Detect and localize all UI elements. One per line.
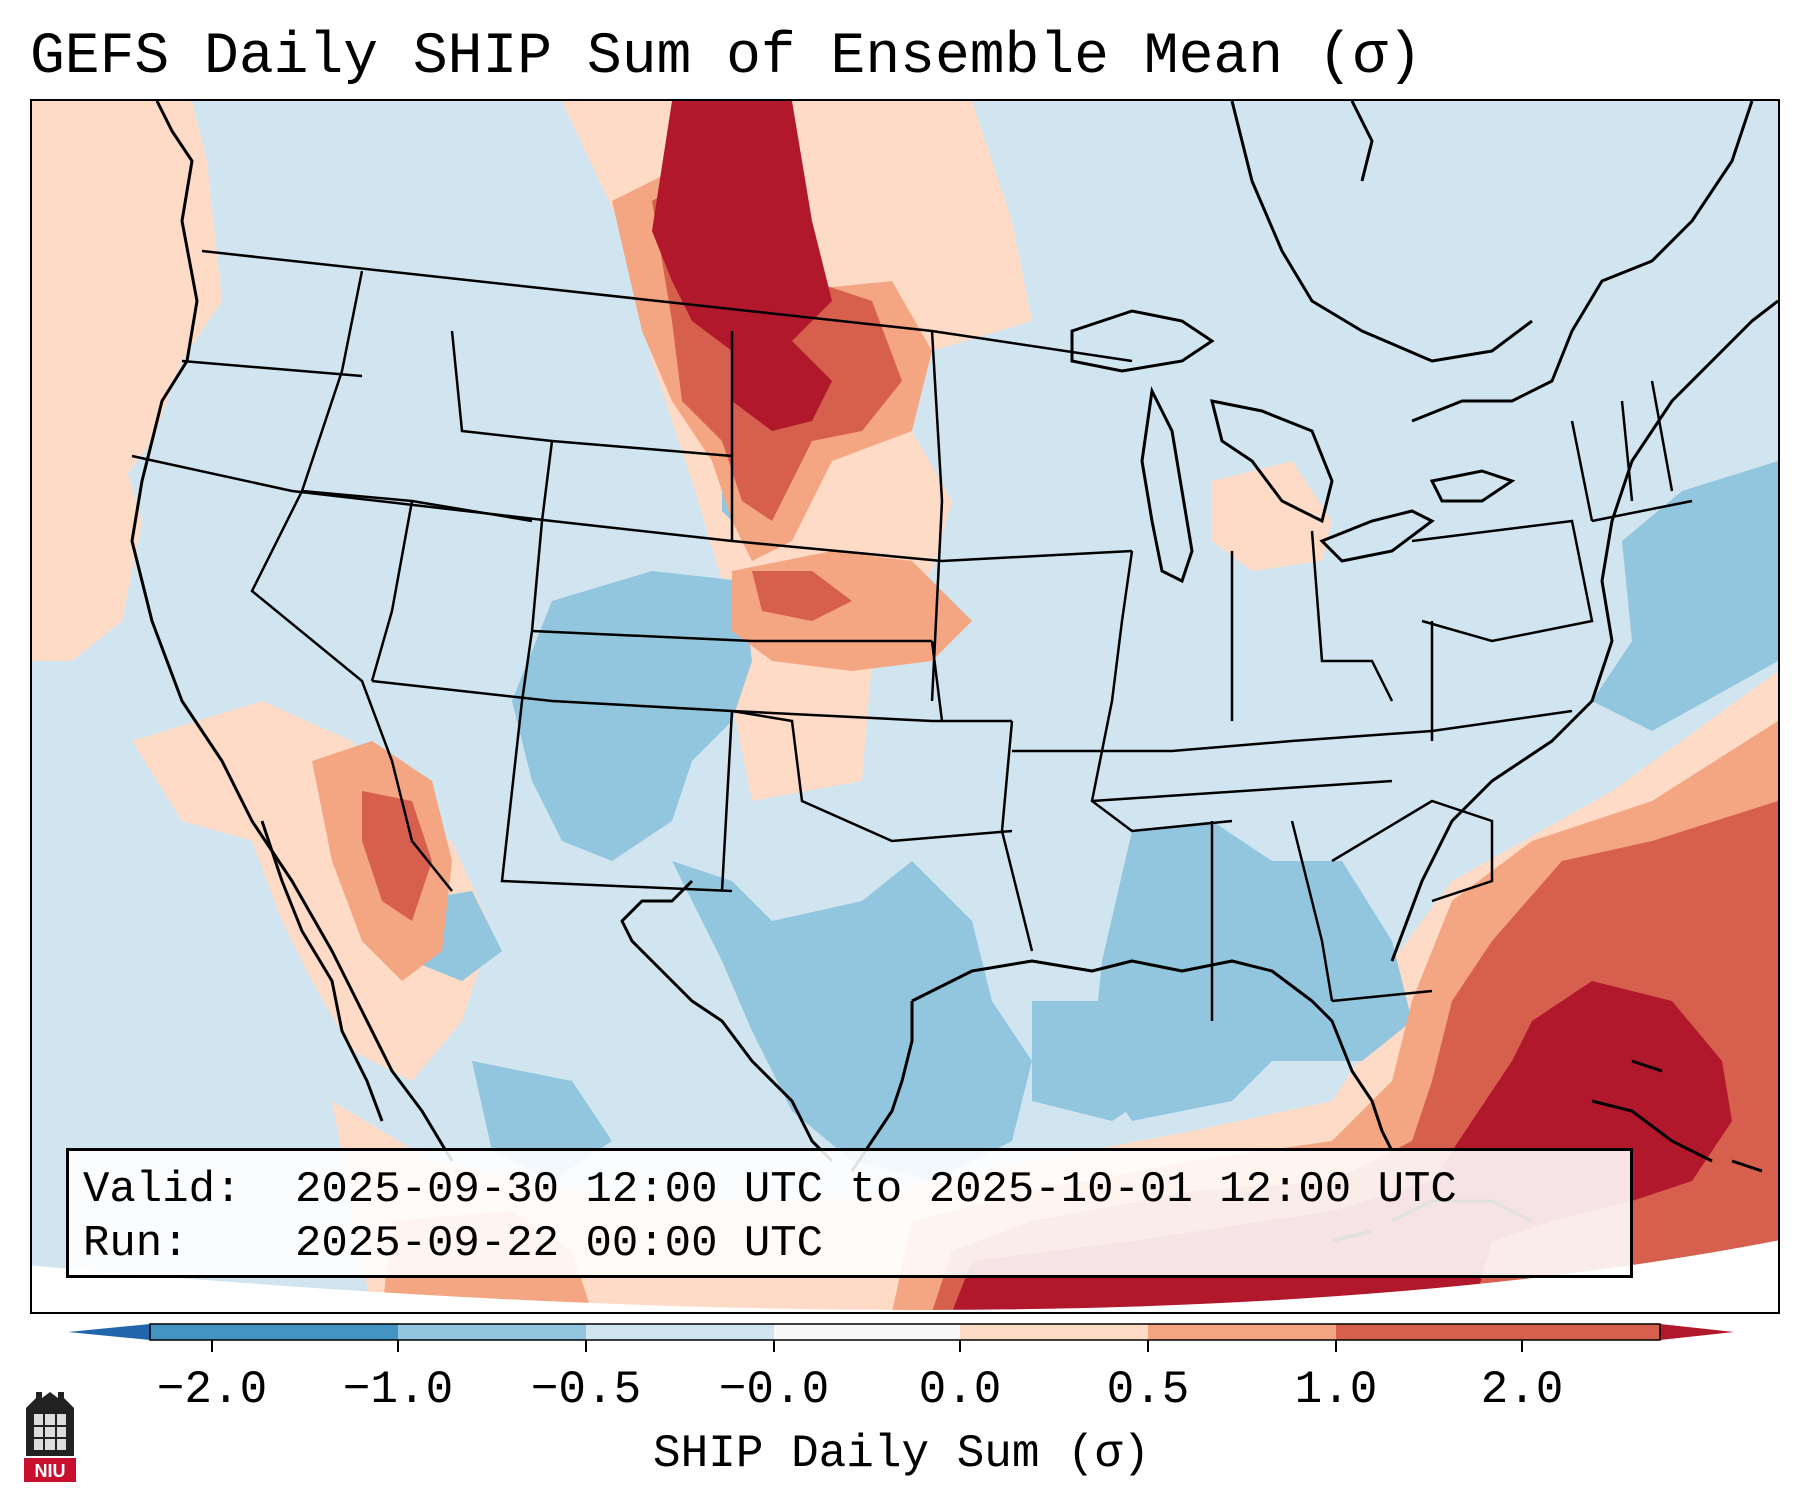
great-lakes	[1070, 309, 1516, 584]
colorbar-bin	[150, 1324, 398, 1340]
colorbar-tick-label: −0.5	[530, 1364, 642, 1416]
niu-logo-icon: NIU	[24, 1392, 76, 1482]
valid-value: 2025-09-30 12:00 UTC to 2025-10-01 12:00…	[295, 1165, 1457, 1215]
validity-info-box: Valid: 2025-09-30 12:00 UTC to 2025-10-0…	[66, 1148, 1633, 1278]
map-title: GEFS Daily SHIP Sum of Ensemble Mean (σ)	[30, 25, 1423, 90]
colorbar	[68, 1323, 1734, 1352]
logo-text: NIU	[35, 1461, 66, 1481]
valid-line: Valid: 2025-09-30 12:00 UTC to 2025-10-0…	[83, 1163, 1630, 1217]
colorbar-bin	[398, 1324, 586, 1340]
colorbar-bin	[960, 1324, 1148, 1340]
colorbar-bin	[774, 1324, 960, 1340]
coastlines	[130, 101, 1778, 1172]
colorbar-bin	[1148, 1324, 1336, 1340]
colorbar-tick-label: 0.5	[1106, 1364, 1190, 1416]
colorbar-bin	[1336, 1324, 1660, 1340]
colorbar-bin	[586, 1324, 774, 1340]
map-panel	[30, 99, 1780, 1314]
colorbar-extend-high	[1660, 1324, 1734, 1340]
valid-label: Valid:	[83, 1165, 242, 1215]
colorbar-tick-label: −2.0	[156, 1364, 268, 1416]
ship-map	[32, 101, 1778, 1311]
state-borders	[131, 249, 1693, 1021]
run-value: 2025-09-22 00:00 UTC	[295, 1219, 824, 1269]
colorbar-tick-label: 0.0	[918, 1364, 1002, 1416]
run-label: Run:	[83, 1219, 189, 1269]
colorbar-label: SHIP Daily Sum (σ)	[653, 1428, 1150, 1480]
colorbar-outline	[149, 1323, 1661, 1341]
colorbar-tick-label: −0.0	[718, 1364, 830, 1416]
colorbar-tick-label: 1.0	[1294, 1364, 1378, 1416]
anomaly-negative-mid	[412, 451, 1778, 1181]
colorbar-tick-label: −1.0	[342, 1364, 454, 1416]
colorbar-extend-low	[68, 1324, 150, 1340]
anomaly-positive-max	[652, 101, 1732, 1311]
colorbar-tick-label: 2.0	[1480, 1364, 1564, 1416]
run-line: Run: 2025-09-22 00:00 UTC	[83, 1217, 1630, 1271]
